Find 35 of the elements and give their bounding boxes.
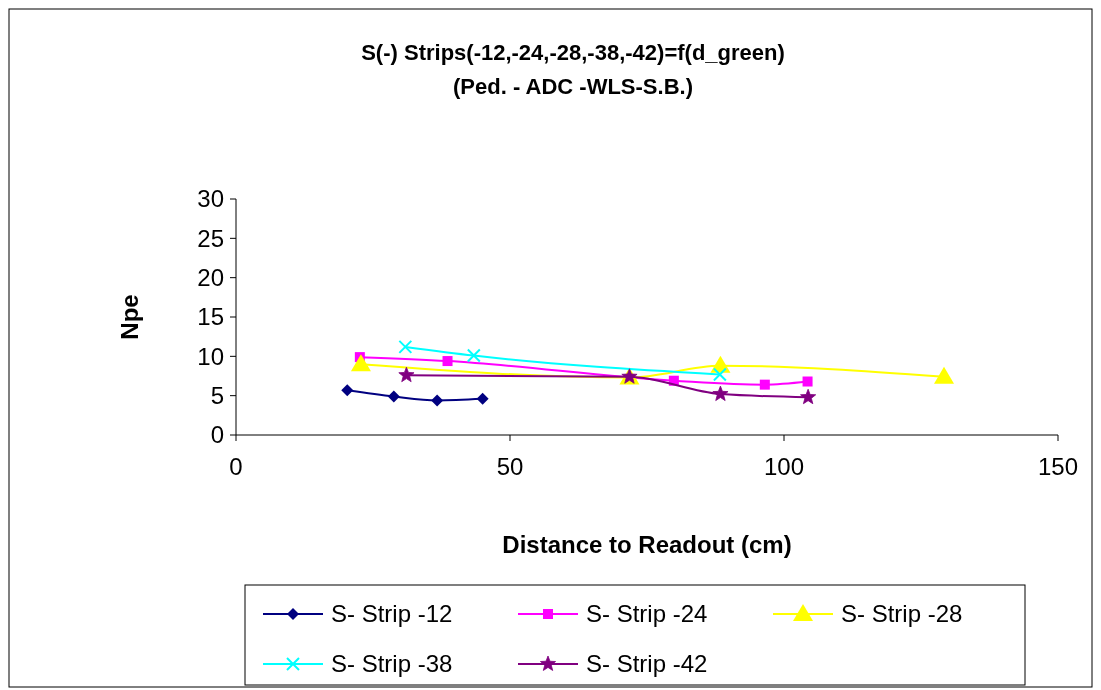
point xyxy=(398,339,413,354)
y-tick-label: 0 xyxy=(210,421,224,449)
y-tick-label: 5 xyxy=(210,382,224,410)
x-tick-label: 150 xyxy=(1037,453,1079,480)
legend-label: S- Strip -28 xyxy=(841,600,963,628)
point xyxy=(802,376,813,387)
point xyxy=(800,388,817,405)
legend-label: S- Strip -42 xyxy=(586,650,708,678)
chart-subtitle: (Ped. - ADC -WLS-S.B.) xyxy=(453,74,693,99)
point xyxy=(759,379,770,390)
point xyxy=(476,392,489,405)
y-tick-label: 10 xyxy=(197,342,224,370)
x-tick-label: 100 xyxy=(763,453,805,480)
x-tick-label: 50 xyxy=(496,453,524,480)
x-axis-title: Distance to Readout (cm) xyxy=(502,531,792,558)
point xyxy=(431,394,444,407)
y-tick-label: 15 xyxy=(197,303,224,331)
point xyxy=(442,356,453,367)
y-tick-label: 25 xyxy=(197,224,224,252)
y-axis-title: Npe xyxy=(116,294,143,340)
legend-label: S- Strip -24 xyxy=(586,600,708,628)
point xyxy=(398,366,415,383)
point xyxy=(712,367,727,382)
point xyxy=(387,390,400,403)
y-tick-label: 30 xyxy=(197,185,224,213)
legend-label: S- Strip -38 xyxy=(331,650,453,678)
x-tick-label: 0 xyxy=(229,453,243,480)
point xyxy=(712,385,729,401)
point xyxy=(350,354,371,372)
y-tick-label: 20 xyxy=(197,264,224,292)
point xyxy=(934,366,955,384)
legend-label: S- Strip -12 xyxy=(331,600,453,628)
point xyxy=(466,348,481,363)
chart-title: S(-) Strips(-12,-24,-28,-38,-42)=f(d_green) xyxy=(361,40,785,65)
point xyxy=(341,384,354,397)
